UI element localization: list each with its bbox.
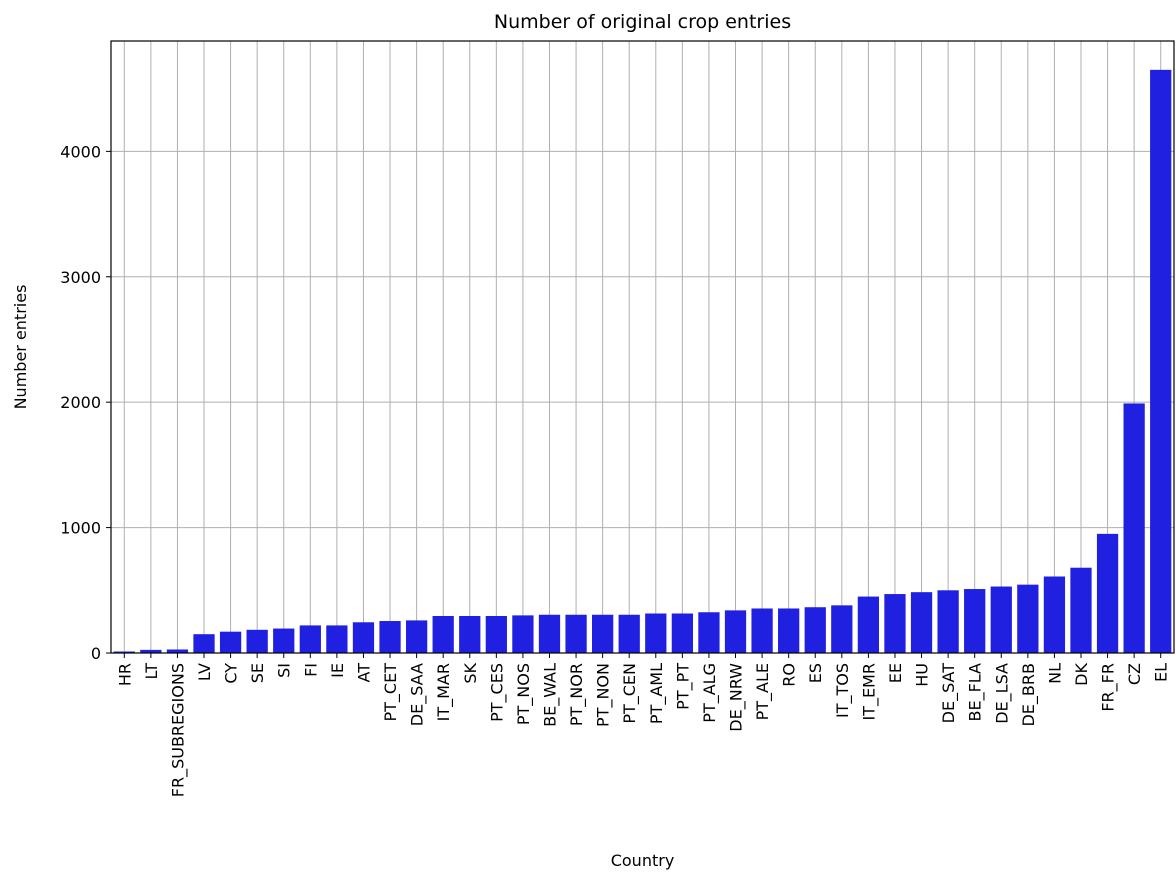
x-tick-label: IT_EMR	[859, 663, 879, 721]
x-tick-label: EE	[886, 663, 905, 683]
bar-it-tos	[831, 605, 853, 653]
x-tick-label: HU	[913, 663, 932, 687]
x-tick-label: PT_CEN	[620, 663, 640, 724]
bar-de-brb	[1017, 584, 1039, 653]
x-tick-label: PT_PT	[673, 663, 693, 710]
x-tick-label: IT_TOS	[833, 663, 853, 718]
x-tick-label: CZ	[1125, 663, 1144, 685]
chart-title: Number of original crop entries	[494, 11, 791, 33]
x-tick-label: PT_NOS	[514, 663, 534, 725]
x-tick-label: CY	[222, 663, 241, 684]
bar-sk	[459, 616, 481, 653]
x-tick-label: PT_ALG	[700, 663, 720, 723]
y-tick-label: 0	[91, 644, 101, 663]
bar-lv	[193, 634, 215, 653]
x-tick-label: BE_FLA	[966, 663, 986, 722]
bar-lt	[140, 649, 162, 653]
x-tick-label: FR_SUBREGIONS	[168, 663, 188, 797]
x-tick-label: DE_LSA	[992, 663, 1012, 724]
x-tick-label: DE_NRW	[727, 663, 747, 732]
bar-pt-aml	[645, 613, 667, 653]
bar-pt-pt	[671, 613, 693, 653]
bar-pt-cen	[618, 614, 640, 653]
grid-layer	[111, 41, 1174, 654]
bar-pt-non	[592, 614, 614, 653]
x-tick-label: PT_AML	[647, 663, 667, 724]
x-tick-label: NL	[1045, 663, 1064, 684]
bar-pt-ale	[751, 608, 773, 653]
x-tick-label: AT	[354, 663, 373, 683]
bar-fr-subregions	[166, 649, 189, 653]
y-tick-label: 1000	[60, 519, 101, 538]
y-axis-title: Number entries	[11, 285, 30, 410]
bar-hr	[113, 651, 135, 653]
bar-it-emr	[857, 596, 880, 653]
bar-fr-fr	[1096, 533, 1119, 653]
x-tick-label: PT_NON	[594, 663, 614, 727]
x-tick-label: PT_ALE	[753, 663, 773, 720]
bar-ie	[326, 625, 348, 653]
bar-pt-nor	[565, 614, 587, 653]
x-tick-label: SK	[461, 663, 480, 684]
bar-de-lsa	[990, 586, 1012, 653]
x-tick-label: DE_SAT	[939, 663, 959, 724]
bar-si	[273, 628, 295, 653]
bar-el	[1150, 69, 1172, 654]
x-axis-ticks: HR LT FR_SUBREGIONS LV CY SE SI FI IE AT PT_CET DE_…	[115, 653, 1171, 797]
x-tick-label: EL	[1152, 663, 1171, 682]
bar-es	[804, 607, 826, 653]
x-tick-label: FI	[301, 663, 320, 677]
x-tick-label: IE	[328, 663, 347, 678]
x-tick-label: DE_SAA	[408, 663, 428, 726]
bar-pt-ces	[485, 616, 507, 653]
x-tick-label: PT_CET	[381, 663, 401, 722]
x-tick-label: DE_BRB	[1019, 663, 1039, 727]
bar-se	[246, 629, 268, 653]
x-tick-label: SE	[248, 663, 267, 683]
x-tick-label: IT_MAR	[434, 663, 454, 721]
bar-pt-cet	[379, 621, 401, 653]
y-tick-label: 3000	[60, 268, 101, 287]
bar-it-mar	[432, 616, 454, 653]
x-tick-label: BE_WAL	[540, 663, 560, 727]
x-tick-label: LT	[142, 663, 161, 680]
bar-cz	[1123, 403, 1145, 653]
x-tick-label: FR_FR	[1099, 663, 1119, 712]
x-tick-label: DK	[1072, 662, 1091, 685]
x-tick-label: RO	[780, 663, 799, 687]
bar-dk	[1070, 567, 1092, 653]
y-tick-label: 2000	[60, 393, 101, 412]
y-tick-label: 4000	[60, 142, 101, 161]
bar-de-saa	[405, 620, 428, 653]
bar-at	[352, 622, 375, 653]
bar-ro	[778, 608, 800, 653]
x-tick-label: PT_CES	[487, 663, 507, 722]
bar-de-sat	[937, 590, 959, 653]
y-axis-ticks: 0 1000 2000 3000 4000	[60, 142, 111, 663]
x-axis-title: Country	[611, 851, 675, 870]
x-tick-label: LV	[195, 663, 214, 681]
axes-frame	[110, 40, 1175, 654]
bar-ee	[884, 594, 906, 653]
x-tick-label: ES	[806, 663, 825, 683]
bar-be-wal	[538, 614, 561, 653]
x-tick-label: HR	[115, 663, 134, 686]
bar-pt-alg	[698, 612, 720, 653]
bar-layer	[113, 69, 1172, 654]
bar-de-nrw	[724, 610, 747, 653]
x-tick-label: PT_NOR	[567, 663, 587, 726]
bar-fi	[299, 625, 321, 653]
bar-nl	[1043, 576, 1066, 653]
bar-cy	[219, 631, 242, 653]
bar-hu	[910, 592, 933, 653]
bar-be-fla	[964, 589, 986, 653]
x-tick-label: SI	[275, 663, 294, 678]
bar-pt-nos	[512, 615, 534, 653]
